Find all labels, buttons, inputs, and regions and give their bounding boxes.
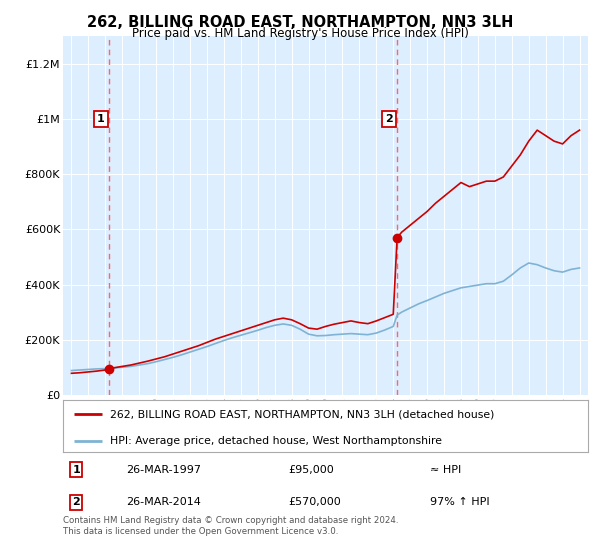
Text: ≈ HPI: ≈ HPI: [431, 465, 462, 475]
Text: Price paid vs. HM Land Registry's House Price Index (HPI): Price paid vs. HM Land Registry's House …: [131, 27, 469, 40]
Text: 1: 1: [72, 465, 80, 475]
Text: 262, BILLING ROAD EAST, NORTHAMPTON, NN3 3LH: 262, BILLING ROAD EAST, NORTHAMPTON, NN3…: [87, 15, 513, 30]
Text: 2: 2: [72, 497, 80, 507]
Text: 1: 1: [97, 114, 104, 124]
Text: 26-MAR-2014: 26-MAR-2014: [126, 497, 201, 507]
Text: 262, BILLING ROAD EAST, NORTHAMPTON, NN3 3LH (detached house): 262, BILLING ROAD EAST, NORTHAMPTON, NN3…: [110, 409, 494, 419]
Text: 97% ↑ HPI: 97% ↑ HPI: [431, 497, 490, 507]
Text: Contains HM Land Registry data © Crown copyright and database right 2024.
This d: Contains HM Land Registry data © Crown c…: [63, 516, 398, 536]
Text: 2: 2: [385, 114, 392, 124]
Text: 26-MAR-1997: 26-MAR-1997: [126, 465, 201, 475]
Text: £570,000: £570,000: [289, 497, 341, 507]
Text: £95,000: £95,000: [289, 465, 335, 475]
Text: HPI: Average price, detached house, West Northamptonshire: HPI: Average price, detached house, West…: [110, 436, 442, 446]
